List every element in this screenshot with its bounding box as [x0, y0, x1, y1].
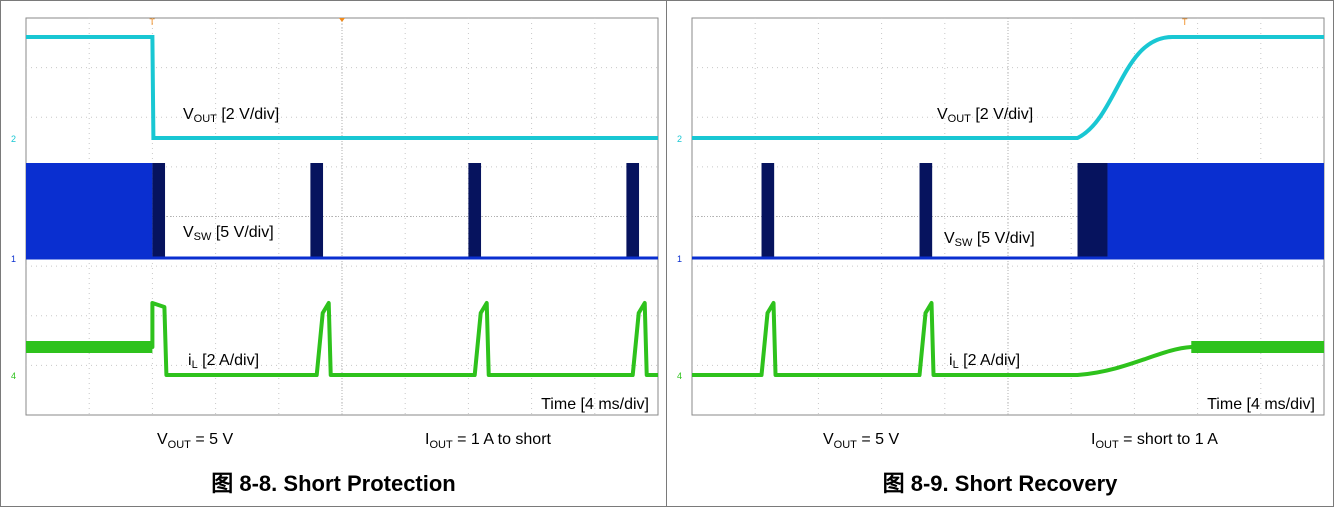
- il-band: [1191, 341, 1324, 353]
- iout-cond-sub: OUT: [1095, 439, 1119, 452]
- iout-cond-value: = short to 1 A: [1118, 431, 1218, 448]
- scope-plot-short-recovery: 2 1 4 T VOUT [2 V/div] VSW [5 V/div] iL [2 A/d…: [677, 17, 1325, 416]
- ch1-marker: 1: [11, 254, 16, 264]
- vsw-switching-burst: [26, 163, 153, 258]
- figure-8-9-panel: 2 1 4 T VOUT [2 V/div] VSW [5 V/div] iL [2 A/d…: [667, 0, 1334, 507]
- ch4-marker: 4: [677, 371, 682, 381]
- vsw-hiccup-burst: [626, 163, 640, 258]
- vsw-switching-burst: [1107, 163, 1324, 258]
- vsw-hiccup-burst: [761, 163, 775, 258]
- vout-cond-sub: OUT: [167, 439, 191, 452]
- vout-trace: [692, 35, 1324, 140]
- time-label: Time [4 ms/div]: [1207, 396, 1315, 413]
- vsw-hiccup-burst: [919, 163, 933, 258]
- vout-cond-value: = 5 V: [190, 431, 234, 448]
- figure-number: 图 8-8.: [211, 471, 278, 496]
- time-label: Time [4 ms/div]: [541, 396, 649, 413]
- vout-label: VOUT [2 V/div]: [937, 106, 1033, 125]
- ch1-marker: 1: [677, 254, 682, 264]
- iout-cond-value: = 1 A to short: [452, 431, 551, 448]
- il-trace: [692, 301, 1324, 377]
- vsw-hiccup-burst: [310, 163, 324, 258]
- vout-cond-value: = 5 V: [856, 431, 900, 448]
- vout-condition: VOUT = 5 V: [823, 431, 899, 451]
- il-trace: [26, 301, 658, 377]
- il-label: iL [2 A/div]: [949, 352, 1020, 371]
- ch4-marker: 4: [11, 371, 16, 381]
- vsw-label: VSW [5 V/div]: [944, 230, 1035, 249]
- trigger-marker: T: [149, 17, 155, 27]
- figure-number: 图 8-9.: [882, 471, 949, 496]
- il-band: [26, 341, 153, 353]
- vsw-hiccup-burst: [468, 163, 482, 258]
- vout-cond-v: V: [157, 431, 168, 448]
- iout-cond-sub: OUT: [429, 439, 453, 452]
- ch2-marker: 2: [677, 134, 682, 144]
- vout-trace: [26, 35, 658, 140]
- vout-cond-sub: OUT: [833, 439, 857, 452]
- trigger-marker: T: [1182, 17, 1188, 27]
- figure-title: Short Protection: [283, 471, 456, 496]
- figure-caption: 图 8-9. Short Recovery: [667, 466, 1333, 498]
- il-label: iL [2 A/div]: [188, 352, 259, 371]
- iout-cond-i: I: [1091, 431, 1096, 448]
- vout-cond-v: V: [823, 431, 834, 448]
- iout-condition: IOUT = 1 A to short: [425, 431, 551, 451]
- iout-condition: IOUT = short to 1 A: [1091, 431, 1218, 451]
- vout-label: VOUT [2 V/div]: [183, 106, 279, 125]
- ch2-marker: 2: [11, 134, 16, 144]
- iout-cond-i: I: [425, 431, 430, 448]
- vsw-label: VSW [5 V/div]: [183, 224, 274, 243]
- vsw-hiccup-burst: [152, 163, 166, 258]
- vout-condition: VOUT = 5 V: [157, 431, 233, 451]
- figure-caption: 图 8-8. Short Protection: [1, 466, 666, 498]
- figure-8-8-panel: 2 1 4 T VOUT [2 V/div] VSW [5 V/div] iL [2 A/d…: [0, 0, 667, 507]
- scope-plot-short-protection: 2 1 4 T VOUT [2 V/div] VSW [5 V/div] iL [2 A/d…: [11, 17, 659, 416]
- center-marker: [339, 18, 345, 22]
- vsw-restart-burst: [1077, 163, 1108, 258]
- figure-title: Short Recovery: [954, 471, 1118, 496]
